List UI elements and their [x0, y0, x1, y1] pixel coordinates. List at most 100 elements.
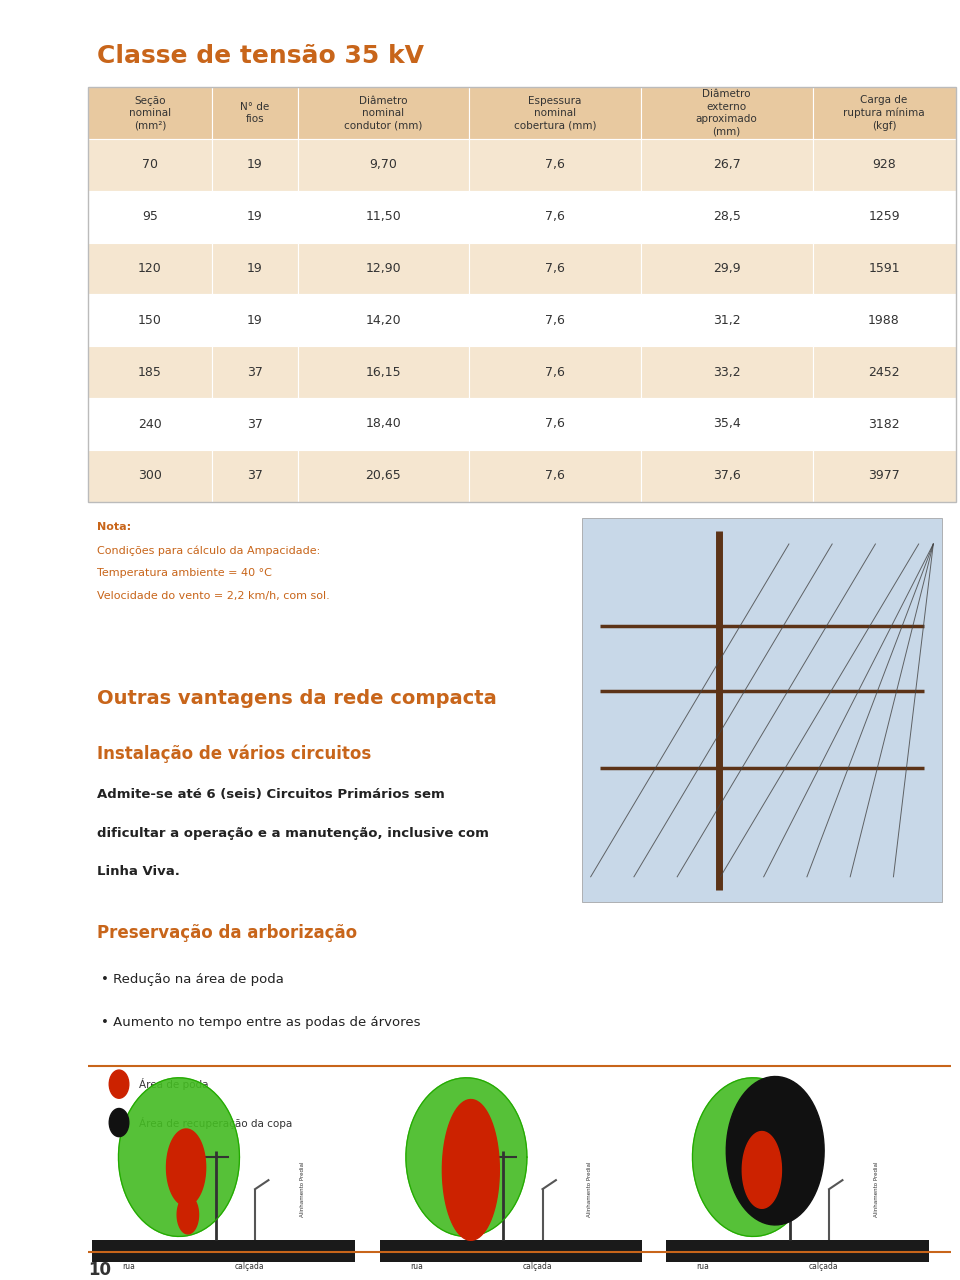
Text: 7,6: 7,6: [545, 262, 565, 275]
Text: 7,6: 7,6: [545, 210, 565, 223]
Bar: [212, 294, 298, 346]
Text: Cabos Cobertos: Cabos Cobertos: [26, 561, 44, 719]
Text: 37: 37: [247, 366, 263, 379]
Text: 185: 185: [138, 366, 162, 379]
Bar: [812, 398, 955, 451]
Bar: [298, 451, 469, 502]
Bar: [88, 191, 212, 242]
Text: calçada: calçada: [235, 1262, 265, 1271]
Text: Diâmetro
externo
aproximado
(mm): Diâmetro externo aproximado (mm): [696, 90, 757, 137]
Text: 37,6: 37,6: [713, 470, 740, 483]
Text: 19: 19: [247, 262, 263, 275]
Text: 1988: 1988: [868, 314, 900, 326]
Bar: [641, 191, 812, 242]
Bar: [641, 346, 812, 398]
Text: 70: 70: [142, 159, 157, 172]
Text: 11,50: 11,50: [366, 210, 401, 223]
Text: 7,6: 7,6: [545, 314, 565, 326]
Text: 20,65: 20,65: [366, 470, 401, 483]
Text: 7,6: 7,6: [545, 470, 565, 483]
Bar: [812, 242, 955, 294]
Bar: [812, 140, 955, 191]
Bar: [88, 87, 955, 502]
Bar: [469, 398, 641, 451]
Text: 33,2: 33,2: [713, 366, 740, 379]
Polygon shape: [178, 1196, 199, 1234]
Text: Alinhamento Predial: Alinhamento Predial: [300, 1161, 305, 1217]
Text: Classe de tensão 35 kV: Classe de tensão 35 kV: [97, 44, 423, 68]
Circle shape: [109, 1070, 129, 1098]
Bar: [582, 518, 942, 902]
Text: 1259: 1259: [868, 210, 900, 223]
Bar: [298, 242, 469, 294]
Text: N° de
fios: N° de fios: [240, 101, 270, 124]
Text: rua: rua: [123, 1262, 135, 1271]
Bar: [212, 346, 298, 398]
Text: rua: rua: [697, 1262, 709, 1271]
Text: 150: 150: [138, 314, 162, 326]
Bar: [88, 242, 212, 294]
Bar: [88, 140, 212, 191]
Text: 35,4: 35,4: [713, 417, 740, 430]
Text: Condições para cálculo da Ampacidade:: Condições para cálculo da Ampacidade:: [97, 545, 320, 556]
Text: 19: 19: [247, 210, 263, 223]
Bar: [298, 398, 469, 451]
Text: Alinhamento Predial: Alinhamento Predial: [874, 1161, 878, 1217]
Bar: [88, 346, 212, 398]
Bar: [298, 294, 469, 346]
Bar: [666, 1240, 929, 1262]
Bar: [812, 346, 955, 398]
Bar: [212, 451, 298, 502]
Bar: [212, 398, 298, 451]
Text: 12,90: 12,90: [366, 262, 401, 275]
Bar: [88, 398, 212, 451]
Text: 3977: 3977: [868, 470, 900, 483]
Text: Outras vantagens da rede compacta: Outras vantagens da rede compacta: [97, 689, 496, 708]
Text: 31,2: 31,2: [713, 314, 740, 326]
Text: 7,6: 7,6: [545, 366, 565, 379]
Bar: [88, 294, 212, 346]
Bar: [212, 140, 298, 191]
Polygon shape: [692, 1078, 813, 1236]
Bar: [469, 451, 641, 502]
Bar: [298, 191, 469, 242]
Polygon shape: [118, 1078, 239, 1236]
Bar: [641, 398, 812, 451]
Bar: [812, 451, 955, 502]
Bar: [212, 191, 298, 242]
Text: 37: 37: [247, 417, 263, 430]
Bar: [641, 242, 812, 294]
Text: 28,5: 28,5: [712, 210, 741, 223]
Bar: [298, 140, 469, 191]
Text: 19: 19: [247, 159, 263, 172]
Bar: [812, 191, 955, 242]
Text: rua: rua: [410, 1262, 423, 1271]
Text: 3182: 3182: [868, 417, 900, 430]
Bar: [88, 87, 212, 138]
Text: 16,15: 16,15: [366, 366, 401, 379]
Text: Alinhamento Predial: Alinhamento Predial: [588, 1161, 592, 1217]
Text: 7,6: 7,6: [545, 159, 565, 172]
Text: Seção
nominal
(mm²): Seção nominal (mm²): [129, 96, 171, 131]
Text: 2452: 2452: [868, 366, 900, 379]
Text: 7,6: 7,6: [545, 417, 565, 430]
Bar: [469, 191, 641, 242]
Bar: [469, 346, 641, 398]
Bar: [641, 451, 812, 502]
Bar: [641, 140, 812, 191]
Bar: [469, 242, 641, 294]
Text: Diâmetro
nominal
condutor (mm): Diâmetro nominal condutor (mm): [345, 96, 422, 131]
Text: 37: 37: [247, 470, 263, 483]
Text: 29,9: 29,9: [713, 262, 740, 275]
Bar: [92, 1240, 355, 1262]
Text: Preservação da arborização: Preservação da arborização: [97, 924, 357, 942]
Text: dificultar a operação e a manutenção, inclusive com: dificultar a operação e a manutenção, in…: [97, 827, 489, 840]
Polygon shape: [742, 1132, 781, 1208]
Bar: [88, 451, 212, 502]
Bar: [641, 87, 812, 138]
Text: 240: 240: [138, 417, 161, 430]
Text: Espessura
nominal
cobertura (mm): Espessura nominal cobertura (mm): [514, 96, 596, 131]
Polygon shape: [727, 1076, 824, 1225]
Bar: [298, 87, 469, 138]
Text: 1591: 1591: [868, 262, 900, 275]
